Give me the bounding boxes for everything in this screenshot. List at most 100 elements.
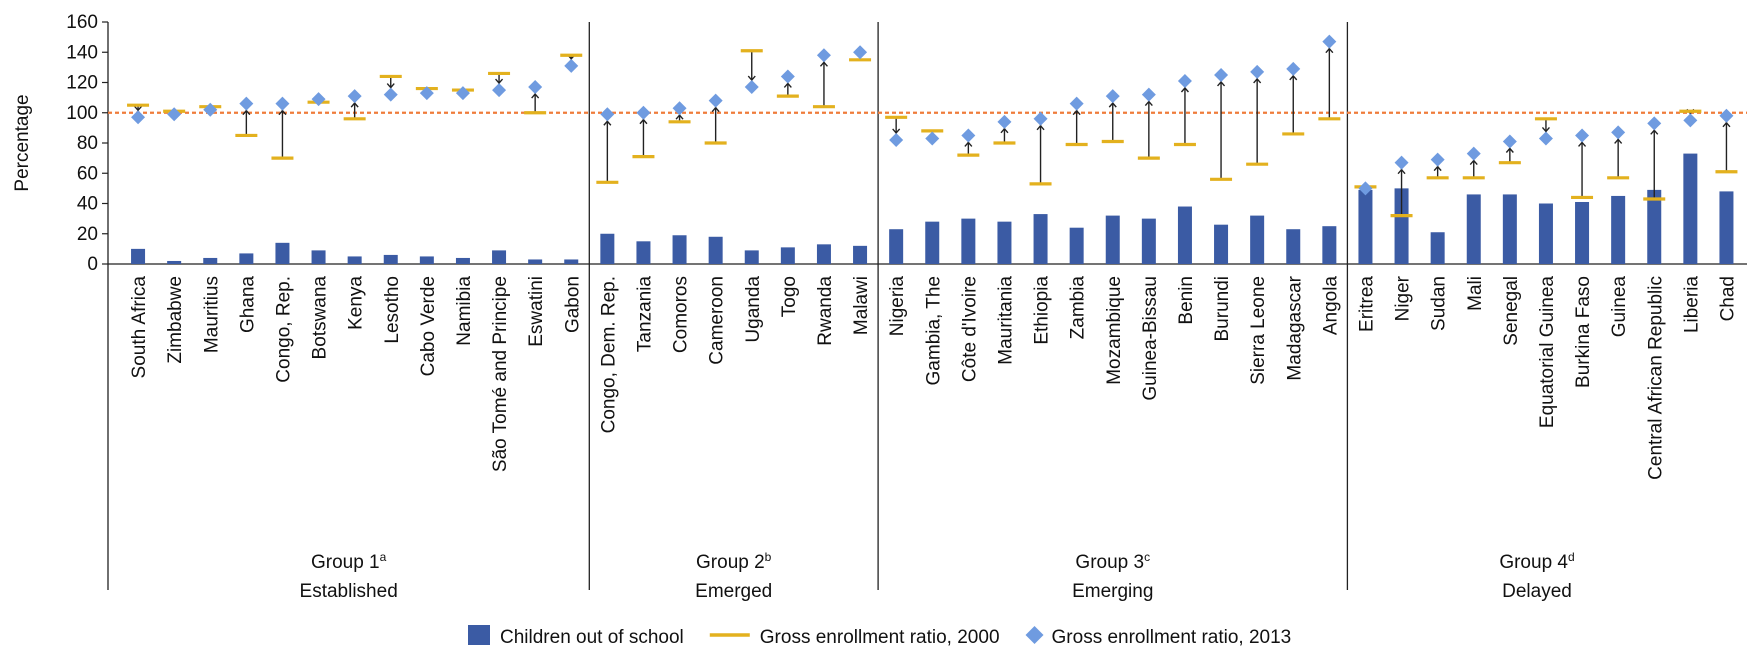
bar-eritrea: [1358, 189, 1373, 264]
ger2013-marker-namibia: [455, 86, 470, 101]
ger2013-marker-benin: [1177, 73, 1192, 88]
bar-gambia-the: [925, 221, 940, 264]
bar-eswatini: [528, 259, 543, 264]
bar-comoros: [672, 235, 687, 264]
bar-sudan: [1430, 232, 1445, 264]
country-label-gabon: Gabon: [562, 276, 583, 333]
country-label-ethiopia: Ethiopia: [1032, 276, 1053, 345]
bar-c-te-d-ivoire: [961, 218, 976, 264]
ger2013-marker-rwanda: [816, 48, 831, 63]
ger2013-marker-uganda: [744, 80, 759, 95]
bar-mauritania: [997, 221, 1012, 264]
bar-kenya: [347, 256, 362, 264]
y-tick-label: 140: [66, 42, 98, 63]
bar-south-africa: [131, 248, 146, 264]
ger2013-marker-zimbabwe: [167, 107, 182, 122]
country-label-central-african-republic: Central African Republic: [1645, 276, 1666, 480]
y-tick-label: 20: [77, 224, 98, 245]
bar-togo: [780, 247, 795, 264]
arrow-equatorial-guinea: [1541, 127, 1550, 133]
y-axis-label: Percentage: [12, 94, 33, 191]
country-label-cameroon: Cameroon: [707, 276, 728, 365]
group-label-2: Group 2b: [696, 550, 772, 573]
ger2013-marker-angola: [1322, 34, 1337, 49]
bar-burundi: [1214, 224, 1229, 264]
country-label-sierra-leone: Sierra Leone: [1248, 276, 1269, 385]
ger2013-marker-mauritius: [203, 102, 218, 117]
bar-guinea: [1611, 195, 1626, 264]
country-label-comoros: Comoros: [671, 276, 692, 353]
ger2013-marker-eritrea: [1358, 181, 1373, 196]
bar-mauritius: [203, 257, 218, 264]
ger2013-marker-central-african-republic: [1647, 116, 1662, 131]
bar-namibia: [455, 257, 470, 264]
bar-sierra-leone: [1250, 215, 1265, 264]
country-label-eritrea: Eritrea: [1356, 276, 1377, 332]
ger2013-marker-guinea-bissau: [1141, 87, 1156, 102]
country-label-south-africa: South Africa: [129, 276, 150, 379]
ger2013-marker-togo: [780, 69, 795, 84]
ger2013-marker-malawi: [853, 45, 868, 60]
ger2013-marker-equatorial-guinea: [1538, 131, 1553, 146]
ger2013-marker-mauritania: [997, 114, 1012, 129]
bar-senegal: [1502, 194, 1517, 264]
country-label-zambia: Zambia: [1068, 276, 1089, 340]
y-tick-label: 100: [66, 103, 98, 124]
country-label-equatorial-guinea: Equatorial Guinea: [1537, 276, 1558, 429]
ger2013-marker-cabo-verde: [419, 86, 434, 101]
country-label-angola: Angola: [1320, 276, 1341, 336]
country-label-sudan: Sudan: [1429, 276, 1450, 331]
country-label-uganda: Uganda: [743, 276, 764, 343]
bar-burkina-faso: [1575, 201, 1590, 264]
bar-ethiopia: [1033, 214, 1048, 264]
country-label-congo-dem-rep: Congo, Dem. Rep.: [598, 276, 619, 433]
bar-madagascar: [1286, 229, 1301, 264]
bar-lesotho: [383, 254, 398, 264]
ger2013-marker-chad: [1719, 108, 1734, 123]
group-label-1: Group 1a: [311, 550, 387, 573]
country-label-congo-rep: Congo, Rep.: [273, 276, 294, 383]
bar-nigeria: [889, 229, 904, 264]
country-label-tanzania: Tanzania: [634, 276, 655, 352]
arrow-c-te-d-ivoire: [964, 141, 973, 147]
bar-ghana: [239, 253, 254, 264]
y-tick-label: 160: [66, 12, 98, 33]
bar-s-o-tom-and-principe: [492, 250, 507, 264]
bar-rwanda: [816, 244, 831, 264]
bar-mozambique: [1105, 215, 1120, 264]
ger2013-marker-sudan: [1430, 152, 1445, 167]
bar-uganda: [744, 250, 759, 264]
arrow-niger: [1397, 168, 1406, 175]
country-label-mauritius: Mauritius: [201, 276, 222, 353]
ger2013-marker-senegal: [1502, 134, 1517, 149]
country-label-mali: Mali: [1465, 276, 1486, 311]
bar-chad: [1719, 191, 1734, 264]
group-label-3: Group 3c: [1075, 550, 1150, 573]
legend-swatch-out: [468, 625, 490, 645]
ger2013-marker-nigeria: [889, 132, 904, 147]
ger2013-marker-s-o-tom-and-principe: [492, 83, 507, 98]
bar-angola: [1322, 226, 1337, 264]
country-label-cabo-verde: Cabo Verde: [418, 276, 439, 376]
bar-mali: [1466, 194, 1481, 264]
group-sublabel-1: Established: [300, 581, 398, 602]
arrow-mozambique: [1108, 102, 1117, 108]
country-label-chad: Chad: [1717, 276, 1738, 321]
country-label-nigeria: Nigeria: [887, 276, 908, 337]
y-tick-label: 40: [77, 194, 98, 215]
y-tick-label: 80: [77, 133, 98, 154]
ger2013-marker-mali: [1466, 146, 1481, 161]
ger2013-marker-tanzania: [636, 105, 651, 120]
ger2013-marker-cameroon: [708, 93, 723, 108]
ger2013-marker-mozambique: [1105, 89, 1120, 104]
legend-label-out: Children out of school: [500, 627, 684, 648]
country-label-s-o-tom-and-principe: São Tomé and Principe: [490, 276, 511, 472]
country-label-madagascar: Madagascar: [1284, 275, 1305, 380]
arrow-senegal: [1505, 147, 1514, 153]
country-label-zimbabwe: Zimbabwe: [165, 276, 186, 364]
ger2013-marker-congo-rep: [275, 96, 290, 111]
group-sublabel-3: Emerging: [1072, 581, 1153, 602]
legend-swatch-ger2013: [1025, 626, 1044, 644]
ger2013-marker-congo-dem-rep: [600, 107, 615, 122]
